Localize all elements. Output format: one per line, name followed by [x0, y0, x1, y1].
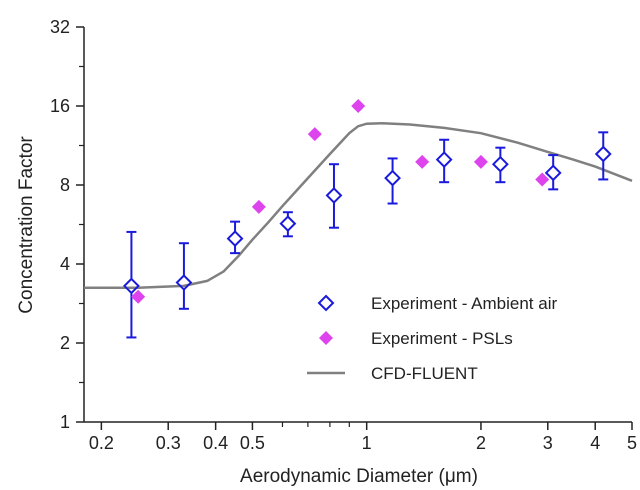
y-tick-label: 1 [60, 412, 70, 432]
y-axis-title: Concentration Factor [16, 136, 37, 314]
x-tick-label: 0.2 [89, 433, 114, 453]
psl-point [535, 172, 550, 187]
legend-swatch-open-diamond [317, 294, 335, 312]
x-axis-title: Aerodynamic Diameter (μm) [240, 466, 478, 487]
ambient-air-point [325, 187, 343, 204]
x-tick-label: 3 [543, 433, 553, 453]
psl-point [473, 154, 488, 169]
ambient-air-point [384, 169, 401, 187]
ambient-air-point [175, 274, 193, 291]
y-tick-label: 2 [60, 333, 70, 353]
legend-swatch-filled-diamond [319, 331, 333, 345]
psl-point [351, 99, 366, 113]
ambient-air-point [279, 215, 297, 233]
x-tick-label: 0.4 [203, 433, 228, 453]
ambient-air-point [491, 155, 509, 173]
psl-point [415, 154, 430, 169]
cfd-fluent-layer [84, 122, 633, 289]
y-tick-label: 32 [50, 17, 70, 37]
x-tick-label: 4 [590, 433, 600, 453]
legend-label: Experiment - Ambient air [371, 294, 557, 313]
x-tick-label: 1 [362, 433, 372, 453]
x-tick-label: 0.3 [156, 433, 181, 453]
ambient-air-point [226, 230, 244, 247]
legend-label: Experiment - PSLs [371, 329, 513, 348]
psl-point [131, 289, 146, 304]
ambient-air-point [594, 145, 612, 163]
psl-point [307, 127, 322, 142]
ambient-air-point [123, 277, 140, 295]
y-tick-label: 4 [60, 254, 70, 274]
x-tick-label: 2 [476, 433, 486, 453]
data-points-layer [123, 99, 612, 339]
x-tick-label: 0.5 [240, 433, 265, 453]
legend-label: CFD-FLUENT [371, 364, 478, 383]
x-tick-label: 5 [627, 433, 637, 453]
psl-point [251, 199, 266, 214]
ambient-air-point [544, 164, 562, 182]
legend: Experiment - Ambient air Experiment - PSL… [307, 294, 557, 383]
y-tick-label: 8 [60, 175, 70, 195]
axes-layer: 0.2 0.3 0.4 0.5 1 2 3 4 5 1 2 4 8 16 32 [50, 17, 637, 453]
cfd-fluent-line [84, 122, 633, 289]
y-tick-label: 16 [50, 96, 70, 116]
ambient-air-point [435, 151, 453, 168]
